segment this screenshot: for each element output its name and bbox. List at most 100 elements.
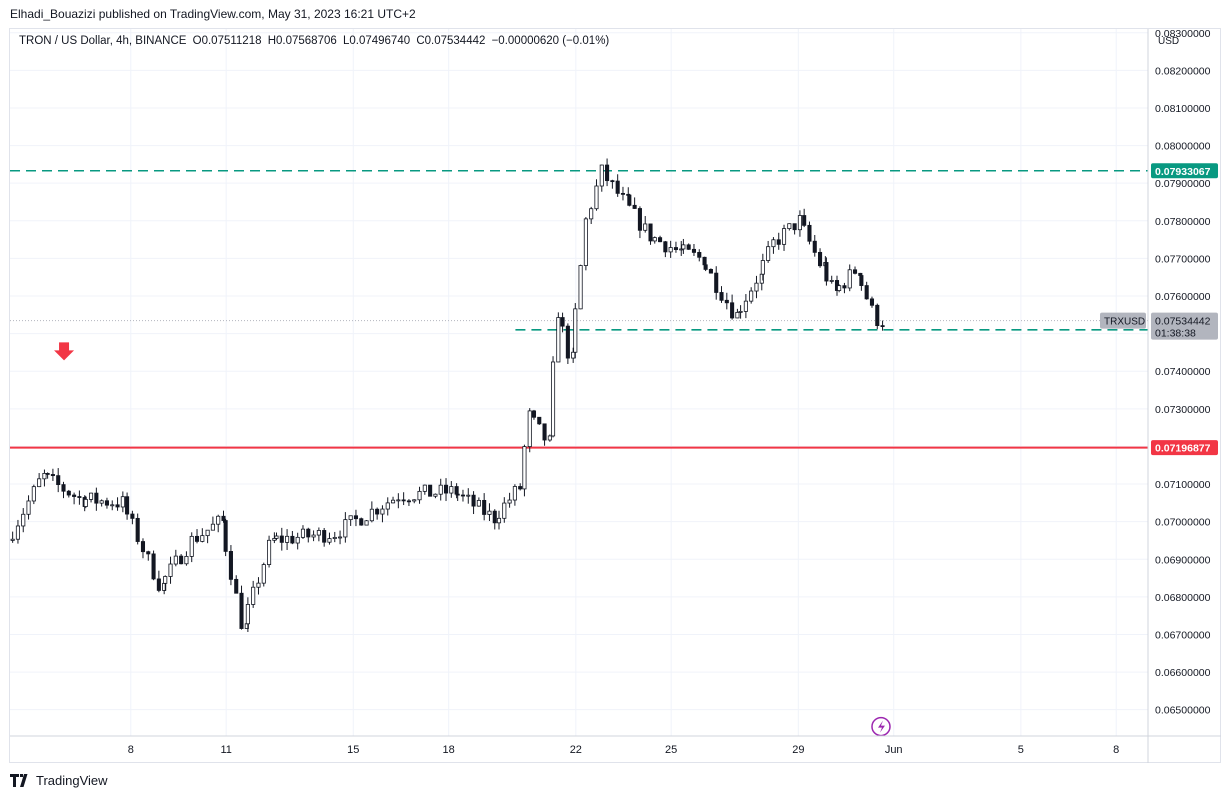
candle-body xyxy=(787,223,792,230)
candle-body xyxy=(632,204,637,209)
candle-body xyxy=(691,248,697,253)
candle-body xyxy=(205,529,210,537)
candle-body xyxy=(412,499,417,502)
legend-close: C0.07534442 xyxy=(416,35,486,47)
y-tick-label: 0.06500000 xyxy=(1155,705,1211,717)
candle-body xyxy=(184,556,189,565)
candle-body xyxy=(385,502,390,510)
candle-body xyxy=(401,499,406,502)
candle-body xyxy=(31,486,36,502)
last-price-tag xyxy=(1151,312,1218,340)
candle-body xyxy=(466,494,471,497)
symbol-tag-label: TRXUSD xyxy=(1104,317,1145,328)
candle-body xyxy=(449,486,454,494)
candle-body xyxy=(110,504,115,507)
y-tick-label: 0.06700000 xyxy=(1155,629,1211,641)
candle-body xyxy=(343,519,348,538)
candle-body xyxy=(578,265,583,310)
x-tick-label: 8 xyxy=(1113,744,1119,756)
chart-frame xyxy=(9,28,1221,763)
y-tick-label: 0.08200000 xyxy=(1155,65,1211,77)
level-price-label-resistance: 0.07933067 xyxy=(1155,166,1211,178)
candle-body xyxy=(760,260,765,275)
candle-body xyxy=(285,535,290,543)
last-price-label: 0.07534442 xyxy=(1155,316,1211,328)
legend-low: L0.07496740 xyxy=(342,35,411,47)
candle-body xyxy=(571,351,576,359)
y-tick-label: 0.07600000 xyxy=(1155,291,1211,303)
candle-body xyxy=(560,317,565,327)
candle-body xyxy=(353,515,358,520)
candle-body xyxy=(338,536,343,539)
candle-body xyxy=(637,208,642,231)
candle-body xyxy=(605,164,610,182)
candle-body xyxy=(852,269,858,274)
candle-body xyxy=(42,473,47,480)
candle-body xyxy=(807,224,812,242)
candle-body xyxy=(10,538,15,541)
candle-body xyxy=(502,502,507,519)
candle-body xyxy=(189,535,194,557)
candle-body xyxy=(417,490,422,501)
x-tick-label: 5 xyxy=(1018,744,1024,756)
down-arrow-icon xyxy=(54,342,75,361)
candle-body xyxy=(859,275,864,286)
level-price-tag-key-level xyxy=(1151,440,1218,456)
candle-body xyxy=(290,535,295,544)
candle-body xyxy=(223,520,228,552)
candle-body xyxy=(610,180,615,183)
candle-body xyxy=(487,510,492,515)
candle-body xyxy=(802,215,807,226)
candle-body xyxy=(433,493,438,497)
candle-body xyxy=(163,576,168,584)
legend-open: O0.07511218 xyxy=(192,35,262,47)
candle-body xyxy=(703,264,708,270)
candle-body xyxy=(120,496,125,508)
y-tick-label: 0.07800000 xyxy=(1155,216,1211,228)
candle-body xyxy=(583,218,588,266)
candle-body xyxy=(492,510,497,524)
candle-body xyxy=(406,500,411,503)
candle-body xyxy=(708,269,713,274)
candle-body xyxy=(648,223,653,242)
candle-body xyxy=(719,292,724,301)
horizontal-levels xyxy=(10,169,1148,449)
x-tick-label: 18 xyxy=(443,744,455,756)
candle-body xyxy=(668,247,673,253)
candle-body xyxy=(714,272,719,293)
candle-body xyxy=(880,325,885,328)
y-tick-label: 0.08100000 xyxy=(1155,103,1211,115)
candle-body xyxy=(50,474,55,477)
candle-body xyxy=(627,194,632,206)
candle-body xyxy=(681,244,686,250)
candle-body xyxy=(56,475,61,486)
candle-body xyxy=(776,239,781,245)
candle-body xyxy=(531,410,537,418)
candle-body xyxy=(837,285,842,291)
candle-body xyxy=(390,499,396,504)
candle-body xyxy=(77,496,82,498)
symbol-tag xyxy=(1100,312,1146,329)
candle-body xyxy=(422,484,427,492)
candle-body xyxy=(21,513,26,527)
y-tick-label: 0.07700000 xyxy=(1155,253,1211,265)
candle-body xyxy=(332,536,337,539)
candle-body xyxy=(245,604,250,625)
candle-body xyxy=(295,536,300,544)
candle-body xyxy=(151,553,156,580)
candle-body xyxy=(842,285,847,289)
x-tick-label: Jun xyxy=(885,744,903,756)
candle-body xyxy=(168,563,173,577)
legend-symbol: TRON / US Dollar, 4h, BINANCE xyxy=(19,35,187,47)
candle-body xyxy=(743,300,748,312)
candle-body xyxy=(322,530,327,543)
candle-body xyxy=(771,239,776,248)
candle-body xyxy=(306,528,311,538)
candle-body xyxy=(573,308,578,353)
tradingview-logo[interactable]: TradingView xyxy=(10,773,108,788)
legend-change: −0.00000620 (−0.01%) xyxy=(491,35,610,47)
candle-body xyxy=(380,508,385,515)
candle-body xyxy=(766,246,771,261)
candle-body xyxy=(565,325,570,359)
